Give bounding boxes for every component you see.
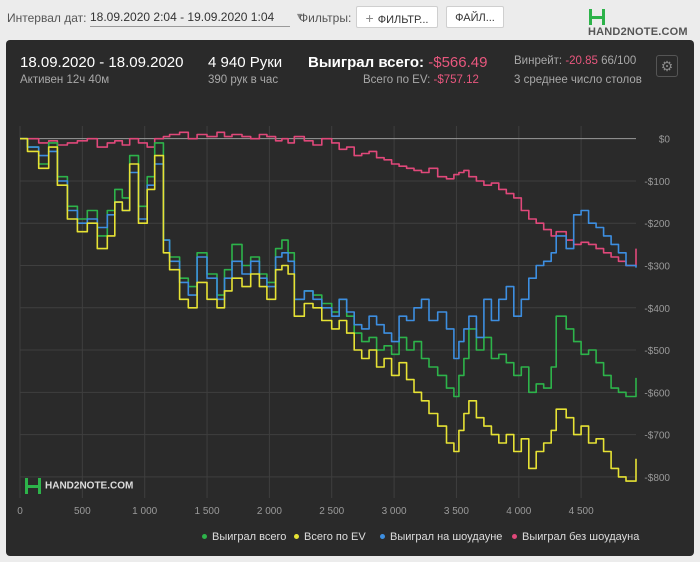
series-lines — [20, 131, 637, 482]
y-tick-label: -$100 — [644, 177, 670, 188]
legend-dot — [294, 533, 299, 539]
date-range-select[interactable]: 18.09.2020 2:04 - 19.09.2020 1:04 ▼ — [90, 10, 304, 27]
series-line-2 — [20, 137, 637, 360]
ev-label: Всего по EV: — [363, 74, 431, 86]
x-tick-label: 2 500 — [319, 506, 344, 517]
y-tick-label: -$800 — [644, 473, 670, 484]
date-range-value: 18.09.2020 2:04 - 19.09.2020 1:04 — [90, 10, 275, 24]
stats-active: Активен 12ч 40м — [20, 74, 110, 86]
series-line-3 — [20, 131, 637, 267]
legend-ev[interactable]: Всего по EV — [294, 531, 366, 543]
ev-value: -$757.12 — [433, 74, 479, 86]
hand2note-logo-icon — [589, 9, 605, 25]
stats-won-total: Выиграл всего: -$566.49 — [308, 54, 487, 71]
x-tick-label: 500 — [74, 506, 91, 517]
x-tick-label: 4 000 — [506, 506, 531, 517]
chart-watermark: HAND2NOTE.COM — [24, 477, 133, 495]
file-button-label: ФАЙЛ... — [455, 12, 495, 24]
y-tick-label: -$700 — [644, 431, 670, 442]
x-tick-label: 2 000 — [257, 506, 282, 517]
legend-dot — [380, 533, 385, 539]
stats-date-range: 18.09.2020 - 18.09.2020 — [20, 54, 184, 71]
interval-label: Интервал дат: — [7, 11, 87, 25]
stats-avg-tables: 3 среднее число столов — [514, 74, 642, 86]
y-tick-label: -$200 — [644, 219, 670, 230]
y-tick-label: -$400 — [644, 304, 670, 315]
y-axis: $0 -$100 -$200 -$300 -$400 -$500 -$600 -$700 -$8… — [644, 135, 670, 484]
gear-icon: ⚙ — [660, 58, 674, 74]
toolbar: Интервал дат: 18.09.2020 2:04 - 19.09.20… — [0, 0, 700, 38]
x-tick-label: 1 500 — [195, 506, 220, 517]
chevron-down-icon: ▼ — [295, 11, 304, 21]
file-button[interactable]: ФАЙЛ... — [446, 6, 504, 28]
graph-chart: $0 -$100 -$200 -$300 -$400 -$500 -$600 -$700 -$8… — [17, 126, 670, 517]
legend-showdown[interactable]: Выиграл на шоудауне — [380, 531, 502, 543]
stats-hands: 4 940 Руки — [208, 54, 283, 71]
x-axis: 0 500 1 000 1 500 2 000 2 500 3 000 3 500 4 000 4… — [17, 506, 594, 517]
legend-label: Всего по EV — [304, 531, 366, 543]
legend-label: Выиграл без шоудауна — [522, 531, 640, 543]
legend-label: Выиграл на шоудауне — [390, 531, 503, 543]
filter-button-label: ФИЛЬТР... — [377, 14, 429, 26]
won-total-label: Выиграл всего: — [308, 54, 425, 71]
x-tick-label: 4 500 — [569, 506, 594, 517]
series-line-0 — [20, 137, 637, 398]
winrate-unit: 66/100 — [601, 55, 637, 67]
y-tick-label: $0 — [659, 135, 671, 146]
watermark-logo-icon — [25, 478, 41, 494]
stats-hands-per-hour: 390 рук в час — [208, 74, 279, 86]
filters-label: Фильтры: — [299, 11, 352, 25]
filter-button[interactable]: + ФИЛЬТР... — [356, 6, 438, 28]
y-tick-label: -$600 — [644, 388, 670, 399]
won-total-value: -$566.49 — [428, 54, 488, 71]
grid — [19, 126, 636, 498]
graph-panel: 18.09.2020 - 18.09.2020 Активен 12ч 40м … — [6, 40, 694, 556]
x-tick-label: 1 000 — [132, 506, 157, 517]
x-tick-label: 3 000 — [382, 506, 407, 517]
y-tick-label: -$500 — [644, 346, 670, 357]
settings-gear-button[interactable]: ⚙ — [656, 55, 678, 77]
x-tick-label: 0 — [17, 506, 23, 517]
legend-non-showdown[interactable]: Выиграл без шоудауна — [512, 531, 639, 543]
winrate-value: -20.85 — [565, 55, 598, 67]
stats-winrate: Винрейт: -20.85 66/100 — [514, 55, 636, 67]
x-tick-label: 3 500 — [444, 506, 469, 517]
hand2note-logo: HAND2NOTE.COM — [588, 8, 700, 38]
legend-won-total[interactable]: Выиграл всего — [202, 531, 286, 543]
series-line-1 — [20, 137, 637, 482]
logo-text: HAND2NOTE.COM — [588, 26, 688, 39]
winrate-label: Винрейт: — [514, 55, 563, 67]
legend-dot — [512, 533, 517, 539]
legend-dot — [202, 533, 207, 539]
legend-label: Выиграл всего — [212, 531, 287, 543]
plus-icon: + — [365, 10, 374, 26]
y-tick-label: -$300 — [644, 262, 670, 273]
watermark-text: HAND2NOTE.COM — [45, 480, 134, 492]
stats-ev: Всего по EV: -$757.12 — [363, 74, 479, 86]
